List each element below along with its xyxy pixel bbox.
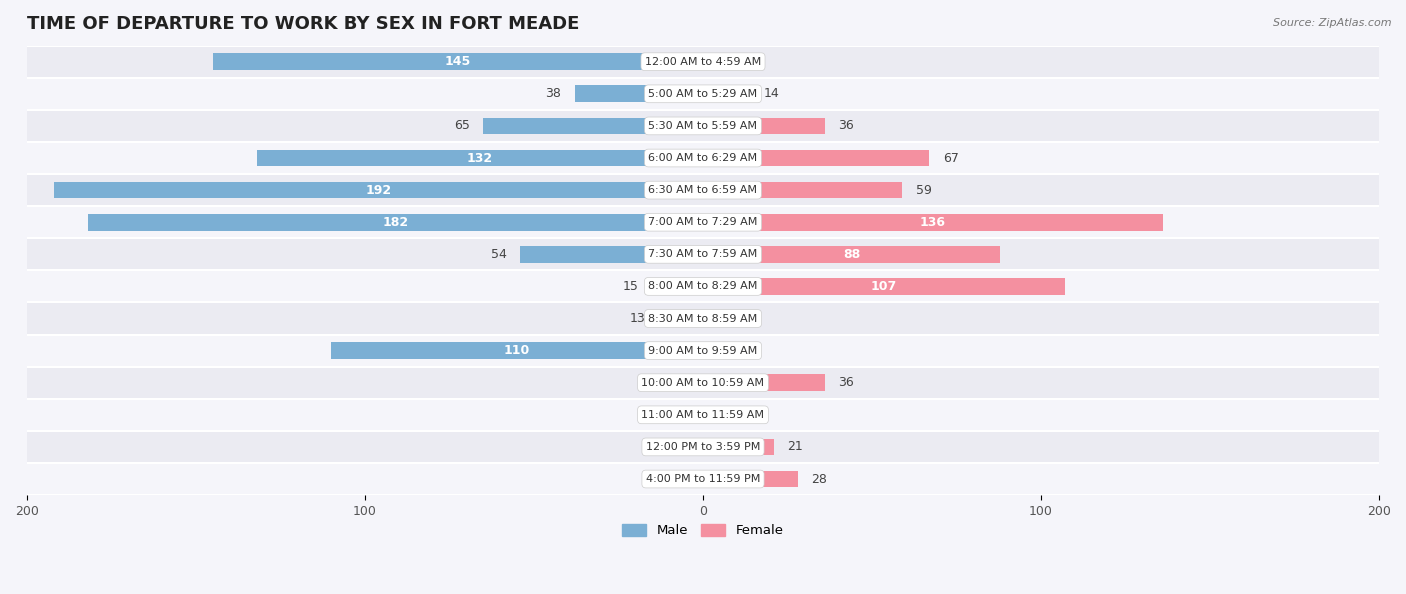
Bar [703, 246, 1001, 263]
Bar [703, 310, 713, 327]
Bar [332, 342, 703, 359]
Text: 8:30 AM to 8:59 AM: 8:30 AM to 8:59 AM [648, 314, 758, 324]
Text: 21: 21 [787, 440, 803, 453]
Text: 0: 0 [671, 472, 679, 485]
Bar [257, 150, 703, 166]
Text: 36: 36 [838, 119, 853, 132]
Bar [87, 214, 703, 230]
Text: 0: 0 [727, 408, 735, 421]
FancyBboxPatch shape [27, 110, 1379, 142]
Text: 0: 0 [671, 440, 679, 453]
Bar [703, 86, 751, 102]
FancyBboxPatch shape [27, 270, 1379, 302]
Text: 5:30 AM to 5:59 AM: 5:30 AM to 5:59 AM [648, 121, 758, 131]
Text: 8:00 AM to 8:29 AM: 8:00 AM to 8:29 AM [648, 282, 758, 292]
Bar [693, 438, 703, 455]
FancyBboxPatch shape [27, 366, 1379, 399]
Text: 28: 28 [811, 472, 827, 485]
Text: Source: ZipAtlas.com: Source: ZipAtlas.com [1274, 18, 1392, 28]
Bar [703, 374, 825, 391]
Text: 88: 88 [844, 248, 860, 261]
Bar [575, 86, 703, 102]
Text: 10:00 AM to 10:59 AM: 10:00 AM to 10:59 AM [641, 378, 765, 388]
Text: 7:30 AM to 7:59 AM: 7:30 AM to 7:59 AM [648, 249, 758, 260]
Bar [703, 150, 929, 166]
Text: 0: 0 [727, 344, 735, 357]
Text: 7: 7 [658, 376, 666, 389]
Text: TIME OF DEPARTURE TO WORK BY SEX IN FORT MEADE: TIME OF DEPARTURE TO WORK BY SEX IN FORT… [27, 15, 579, 33]
Text: 12:00 PM to 3:59 PM: 12:00 PM to 3:59 PM [645, 442, 761, 452]
Bar [659, 310, 703, 327]
Text: 54: 54 [491, 248, 508, 261]
Text: 136: 136 [920, 216, 946, 229]
Text: 110: 110 [503, 344, 530, 357]
Text: 145: 145 [444, 55, 471, 68]
Text: 182: 182 [382, 216, 409, 229]
FancyBboxPatch shape [27, 238, 1379, 270]
Text: 0: 0 [727, 312, 735, 325]
Legend: Male, Female: Male, Female [617, 519, 789, 542]
Text: 107: 107 [870, 280, 897, 293]
FancyBboxPatch shape [27, 334, 1379, 366]
Text: 6:30 AM to 6:59 AM: 6:30 AM to 6:59 AM [648, 185, 758, 195]
Bar [703, 118, 825, 134]
Text: 5:00 AM to 5:29 AM: 5:00 AM to 5:29 AM [648, 89, 758, 99]
Bar [703, 470, 797, 487]
Bar [652, 278, 703, 295]
Text: 132: 132 [467, 151, 494, 165]
Bar [53, 182, 703, 198]
Text: 5: 5 [734, 55, 741, 68]
FancyBboxPatch shape [27, 78, 1379, 110]
Text: 59: 59 [915, 184, 932, 197]
Bar [703, 53, 720, 70]
Text: 0: 0 [671, 408, 679, 421]
Bar [703, 214, 1163, 230]
FancyBboxPatch shape [27, 174, 1379, 206]
Text: 12:00 AM to 4:59 AM: 12:00 AM to 4:59 AM [645, 56, 761, 67]
Bar [703, 438, 773, 455]
FancyBboxPatch shape [27, 399, 1379, 431]
FancyBboxPatch shape [27, 206, 1379, 238]
FancyBboxPatch shape [27, 142, 1379, 174]
FancyBboxPatch shape [27, 46, 1379, 78]
Bar [679, 374, 703, 391]
Text: 65: 65 [454, 119, 470, 132]
Bar [703, 182, 903, 198]
Bar [484, 118, 703, 134]
Text: 38: 38 [546, 87, 561, 100]
FancyBboxPatch shape [27, 302, 1379, 334]
Text: 7:00 AM to 7:29 AM: 7:00 AM to 7:29 AM [648, 217, 758, 228]
Bar [703, 406, 713, 423]
Text: 4:00 PM to 11:59 PM: 4:00 PM to 11:59 PM [645, 474, 761, 484]
Bar [693, 406, 703, 423]
Text: 6:00 AM to 6:29 AM: 6:00 AM to 6:29 AM [648, 153, 758, 163]
Bar [212, 53, 703, 70]
Text: 11:00 AM to 11:59 AM: 11:00 AM to 11:59 AM [641, 410, 765, 420]
FancyBboxPatch shape [27, 431, 1379, 463]
Text: 36: 36 [838, 376, 853, 389]
Text: 9:00 AM to 9:59 AM: 9:00 AM to 9:59 AM [648, 346, 758, 356]
Text: 13: 13 [630, 312, 645, 325]
Bar [520, 246, 703, 263]
Bar [693, 470, 703, 487]
Text: 192: 192 [366, 184, 391, 197]
Text: 15: 15 [623, 280, 638, 293]
Text: 14: 14 [763, 87, 779, 100]
FancyBboxPatch shape [27, 463, 1379, 495]
Bar [703, 278, 1064, 295]
Text: 67: 67 [943, 151, 959, 165]
Bar [703, 342, 713, 359]
